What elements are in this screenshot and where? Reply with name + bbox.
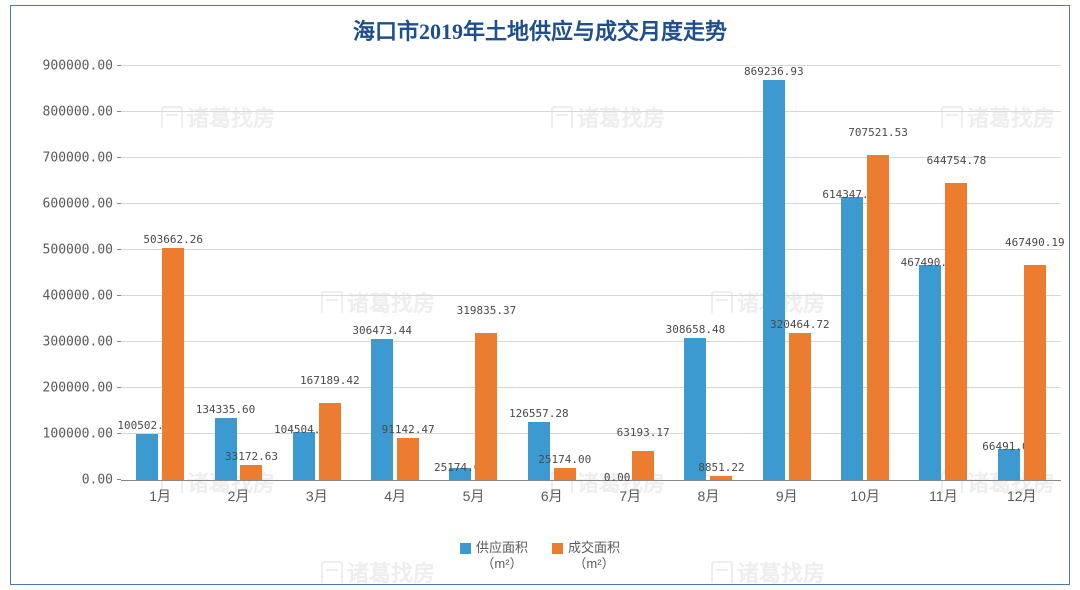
y-tick-label: 900000.00 <box>43 59 121 74</box>
legend-label-deal-l2: （m²） <box>568 556 620 572</box>
bar-deal: 167189.42 <box>319 403 341 480</box>
bar-supply: 614347.59 <box>841 197 863 480</box>
bar-supply: 104504.40 <box>293 432 315 480</box>
month-group: 126557.2825174.006月 <box>513 66 591 480</box>
bar-deal: 319835.37 <box>475 333 497 480</box>
y-tick-label: 700000.00 <box>43 151 121 166</box>
bar-label-deal: 707521.53 <box>848 126 908 141</box>
bar-supply: 869236.93 <box>763 80 785 480</box>
bar-label-deal: 167189.42 <box>300 374 360 389</box>
bar-supply: 467490.19 <box>919 265 941 480</box>
x-tick-label: 7月 <box>619 480 641 506</box>
y-tick-label: 300000.00 <box>43 335 121 350</box>
x-tick-label: 4月 <box>384 480 406 506</box>
bars-row: 100502.20503662.261月134335.6033172.632月1… <box>121 66 1061 480</box>
legend-swatch-deal <box>552 543 563 554</box>
bar-supply: 308658.48 <box>684 338 706 480</box>
bar-label-supply: 126557.28 <box>509 407 569 422</box>
month-group: 100502.20503662.261月 <box>121 66 199 480</box>
y-tick-label: 0.00 <box>82 473 121 488</box>
month-group: 25174.00319835.375月 <box>434 66 512 480</box>
chart-container: 海口市2019年土地供应与成交月度走势 诸葛找房诸葛找房诸葛找房诸葛找房诸葛找房… <box>10 5 1070 585</box>
x-tick-label: 9月 <box>776 480 798 506</box>
y-tick-label: 100000.00 <box>43 427 121 442</box>
x-tick-label: 11月 <box>929 480 958 506</box>
x-tick-label: 6月 <box>541 480 563 506</box>
month-group: 308658.488851.228月 <box>669 66 747 480</box>
month-group: 134335.6033172.632月 <box>199 66 277 480</box>
bar-label-supply: 869236.93 <box>744 65 804 80</box>
bar-label-deal: 63193.17 <box>617 426 670 441</box>
bar-deal: 644754.78 <box>945 183 967 480</box>
legend-label-deal-l1: 成交面积 <box>568 540 620 556</box>
bar-deal: 91142.47 <box>397 438 419 480</box>
month-group: 104504.40167189.423月 <box>278 66 356 480</box>
bar-supply: 66491.02 <box>998 449 1020 480</box>
bar-deal: 503662.26 <box>162 248 184 480</box>
bar-supply: 306473.44 <box>371 339 393 480</box>
bar-deal: 707521.53 <box>867 155 889 480</box>
bar-supply: 100502.20 <box>136 434 158 480</box>
legend-label-supply-l1: 供应面积 <box>476 540 528 556</box>
x-tick-label: 12月 <box>1007 480 1037 506</box>
bar-deal: 63193.17 <box>632 451 654 480</box>
bar-supply: 25174.00 <box>449 468 471 480</box>
x-tick-label: 1月 <box>149 480 171 506</box>
bar-deal: 320464.72 <box>789 333 811 480</box>
bar-label-supply: 308658.48 <box>666 323 726 338</box>
bar-deal: 25174.00 <box>554 468 576 480</box>
bar-label-deal: 8851.22 <box>698 461 744 476</box>
y-tick-label: 200000.00 <box>43 381 121 396</box>
x-tick-label: 8月 <box>698 480 720 506</box>
bar-label-deal: 467490.19 <box>1005 236 1065 251</box>
bar-label-deal: 320464.72 <box>770 318 830 333</box>
x-tick-label: 5月 <box>463 480 485 506</box>
y-tick-label: 800000.00 <box>43 105 121 120</box>
x-tick-label: 2月 <box>228 480 250 506</box>
y-tick-label: 500000.00 <box>43 243 121 258</box>
plot-area: 0.00100000.00200000.00300000.00400000.00… <box>121 66 1061 481</box>
bar-deal: 33172.63 <box>240 465 262 480</box>
legend-label-supply-l2: （m²） <box>476 556 528 572</box>
bar-label-deal: 319835.37 <box>457 304 517 319</box>
legend: 供应面积 （m²） 成交面积 （m²） <box>11 540 1069 573</box>
bar-label-deal: 644754.78 <box>927 154 987 169</box>
bar-label-deal: 33172.63 <box>225 450 278 465</box>
bar-label-deal: 91142.47 <box>382 423 435 438</box>
month-group: 614347.59707521.5310月 <box>826 66 904 480</box>
month-group: 66491.02467490.1912月 <box>983 66 1061 480</box>
x-tick-label: 10月 <box>850 480 880 506</box>
bar-deal: 467490.19 <box>1024 265 1046 480</box>
bar-label-deal: 25174.00 <box>538 453 591 468</box>
bar-label-deal: 503662.26 <box>143 233 203 248</box>
month-group: 467490.19644754.7811月 <box>904 66 982 480</box>
chart-title: 海口市2019年土地供应与成交月度走势 <box>11 6 1069 46</box>
bar-label-supply: 134335.60 <box>196 403 256 418</box>
y-tick-label: 600000.00 <box>43 197 121 212</box>
legend-item-deal: 成交面积 （m²） <box>552 540 620 573</box>
bar-supply: 126557.28 <box>528 422 550 480</box>
legend-item-supply: 供应面积 （m²） <box>460 540 528 573</box>
month-group: 306473.4491142.474月 <box>356 66 434 480</box>
month-group: 0.0063193.177月 <box>591 66 669 480</box>
bar-label-supply: 306473.44 <box>352 324 412 339</box>
y-tick-label: 400000.00 <box>43 289 121 304</box>
legend-swatch-supply <box>460 543 471 554</box>
x-tick-label: 3月 <box>306 480 328 506</box>
month-group: 869236.93320464.729月 <box>748 66 826 480</box>
